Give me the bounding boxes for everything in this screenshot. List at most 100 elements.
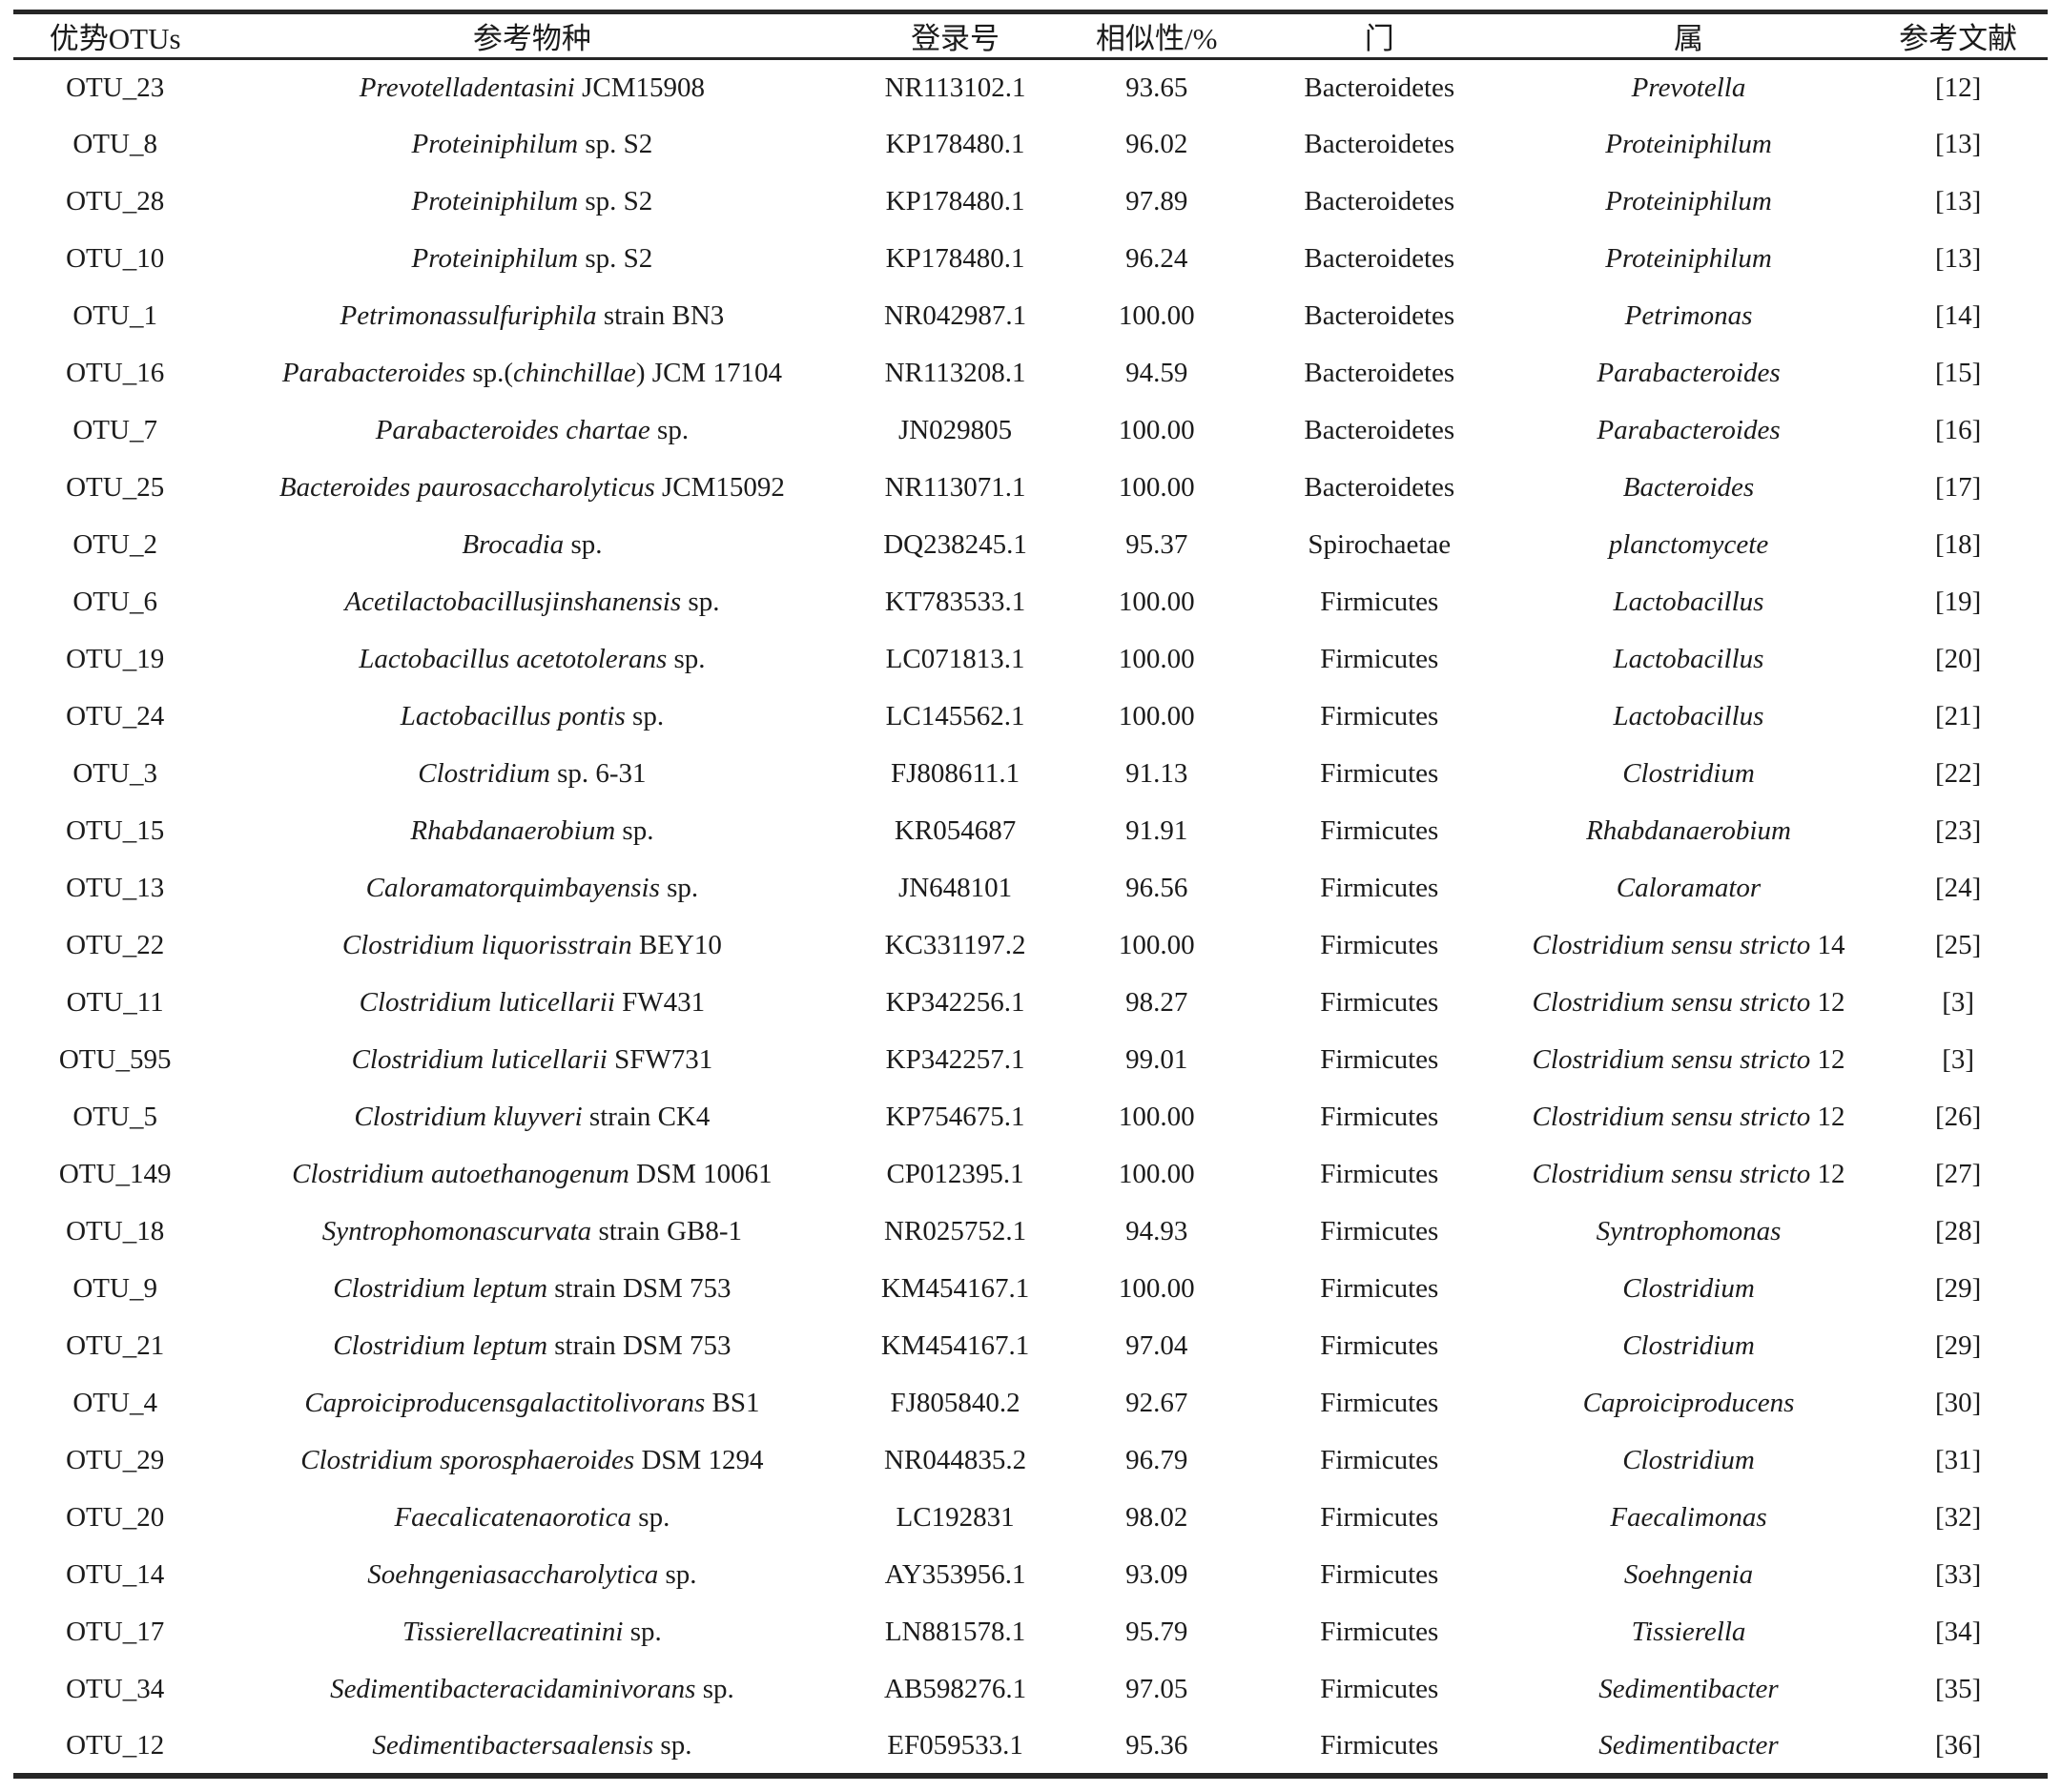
cell-reference: [32] xyxy=(1934,1502,1982,1533)
cell-otu: OTU_29 xyxy=(66,1445,165,1475)
cell-otu: OTU_11 xyxy=(66,987,164,1018)
cell-accession: KR054687 xyxy=(894,815,1017,846)
cell-accession: KM454167.1 xyxy=(880,1273,1030,1304)
cell-accession: NR042987.1 xyxy=(884,300,1027,331)
cell-otu: OTU_19 xyxy=(66,644,165,674)
table-row: OTU_9 Clostridium leptum strain DSM 753 KM… xyxy=(13,1261,2048,1318)
cell-accession: CP012395.1 xyxy=(886,1159,1024,1189)
table-row: OTU_12 Sedimentibactersaalensis sp. EF0595… xyxy=(13,1719,2048,1776)
cell-similarity: 99.01 xyxy=(1125,1044,1188,1075)
cell-similarity: 95.36 xyxy=(1125,1729,1188,1761)
cell-accession: KP178480.1 xyxy=(885,129,1025,159)
cell-genus: Clostridium xyxy=(1622,1330,1755,1361)
cell-similarity: 100.00 xyxy=(1118,415,1195,445)
cell-similarity: 100.00 xyxy=(1118,644,1195,674)
cell-genus: Petrimonas xyxy=(1624,300,1753,331)
cell-genus: Clostridium xyxy=(1622,1273,1755,1304)
cell-phylum: Firmicutes xyxy=(1320,701,1439,731)
cell-phylum: Firmicutes xyxy=(1320,1102,1439,1132)
cell-reference: [12] xyxy=(1934,72,1982,103)
cell-otu: OTU_12 xyxy=(66,1729,165,1761)
table-row: OTU_20 Faecalicatenaorotica sp. LC192831 98… xyxy=(13,1490,2048,1547)
cell-phylum: Firmicutes xyxy=(1320,1216,1439,1246)
col-header-genus: 属 xyxy=(1674,22,1703,55)
col-header-dominant-otus: 优势OTUs xyxy=(49,22,181,55)
cell-similarity: 96.56 xyxy=(1125,873,1188,903)
col-header-phylum: 门 xyxy=(1364,22,1394,55)
cell-otu: OTU_6 xyxy=(72,587,157,617)
cell-accession: LC071813.1 xyxy=(885,644,1025,674)
cell-species: Tissierellacreatinini sp. xyxy=(402,1617,662,1647)
cell-similarity: 100.00 xyxy=(1118,1273,1195,1304)
table-row: OTU_18 Syntrophomonascurvata strain GB8-1… xyxy=(13,1204,2048,1261)
cell-genus: Parabacteroides xyxy=(1597,415,1781,445)
cell-similarity: 98.27 xyxy=(1125,987,1188,1018)
cell-accession: KP178480.1 xyxy=(885,186,1025,216)
cell-reference: [20] xyxy=(1934,644,1982,674)
cell-genus: Sedimentibacter xyxy=(1598,1674,1779,1704)
cell-accession: AB598276.1 xyxy=(884,1674,1027,1704)
cell-phylum: Firmicutes xyxy=(1320,1159,1439,1189)
header-row: 优势OTUs 参考物种 登录号 相似性/% 门 属 参考文献 xyxy=(13,12,2048,59)
cell-accession: NR113102.1 xyxy=(884,72,1026,103)
cell-otu: OTU_15 xyxy=(66,815,165,846)
cell-similarity: 91.13 xyxy=(1125,758,1188,789)
cell-otu: OTU_7 xyxy=(72,415,157,445)
cell-otu: OTU_1 xyxy=(72,300,157,331)
cell-species: Syntrophomonascurvata strain GB8-1 xyxy=(321,1216,743,1246)
cell-genus: Clostridium sensu stricto 12 xyxy=(1532,1159,1845,1189)
cell-accession: JN029805 xyxy=(897,415,1013,445)
cell-genus: planctomycete xyxy=(1608,529,1769,560)
cell-species: Proteiniphilum sp. S2 xyxy=(411,243,653,274)
cell-reference: [35] xyxy=(1934,1674,1982,1704)
table-row: OTU_10 Proteiniphilum sp. S2 KP178480.1 96.… xyxy=(13,231,2048,288)
cell-similarity: 92.67 xyxy=(1125,1388,1188,1418)
cell-reference: [16] xyxy=(1934,415,1982,445)
cell-reference: [19] xyxy=(1934,587,1982,617)
cell-phylum: Firmicutes xyxy=(1320,1044,1439,1075)
cell-similarity: 100.00 xyxy=(1118,1102,1195,1132)
cell-accession: KP754675.1 xyxy=(885,1102,1025,1132)
table-row: OTU_1 Petrimonassulfuriphila strain BN3 NR… xyxy=(13,288,2048,345)
cell-phylum: Bacteroidetes xyxy=(1304,129,1455,159)
cell-phylum: Firmicutes xyxy=(1320,1445,1439,1475)
cell-phylum: Firmicutes xyxy=(1320,873,1439,903)
cell-accession: FJ808611.1 xyxy=(891,758,1020,789)
cell-genus: Proteiniphilum xyxy=(1605,129,1772,159)
cell-phylum: Firmicutes xyxy=(1320,1330,1439,1361)
cell-accession: LN881578.1 xyxy=(884,1617,1026,1647)
cell-accession: JN648101 xyxy=(897,873,1013,903)
cell-similarity: 100.00 xyxy=(1118,930,1195,960)
cell-reference: [26] xyxy=(1934,1102,1982,1132)
cell-phylum: Bacteroidetes xyxy=(1304,358,1455,388)
cell-accession: NR113208.1 xyxy=(884,358,1026,388)
cell-reference: [29] xyxy=(1934,1273,1982,1304)
cell-species: Clostridium autoethanogenum DSM 10061 xyxy=(292,1159,773,1189)
cell-phylum: Firmicutes xyxy=(1320,1273,1439,1304)
table-row: OTU_5 Clostridium kluyveri strain CK4 KP75… xyxy=(13,1089,2048,1146)
cell-species: Bacteroides paurosaccharolyticus JCM1509… xyxy=(278,472,785,503)
cell-phylum: Bacteroidetes xyxy=(1304,472,1455,503)
table-row: OTU_29 Clostridium sporosphaeroides DSM 1… xyxy=(13,1432,2048,1490)
cell-reference: [29] xyxy=(1934,1330,1982,1361)
cell-accession: LC192831 xyxy=(896,1502,1015,1533)
cell-accession: KP178480.1 xyxy=(885,243,1025,274)
cell-genus: Prevotella xyxy=(1631,72,1746,103)
cell-similarity: 96.79 xyxy=(1125,1445,1188,1475)
cell-otu: OTU_14 xyxy=(66,1559,165,1590)
cell-reference: [15] xyxy=(1934,358,1982,388)
cell-otu: OTU_2 xyxy=(72,529,157,560)
cell-reference: [3] xyxy=(1942,1044,1975,1075)
table-row: OTU_25 Bacteroides paurosaccharolyticus J… xyxy=(13,460,2048,517)
cell-species: Parabacteroides chartae sp. xyxy=(375,415,690,445)
cell-accession: AY353956.1 xyxy=(884,1559,1026,1590)
table-row: OTU_17 Tissierellacreatinini sp. LN881578.… xyxy=(13,1604,2048,1661)
cell-similarity: 93.09 xyxy=(1125,1559,1188,1590)
cell-species: Proteiniphilum sp. S2 xyxy=(411,186,653,216)
cell-phylum: Firmicutes xyxy=(1320,1674,1439,1704)
cell-reference: [27] xyxy=(1934,1159,1982,1189)
cell-similarity: 93.65 xyxy=(1125,72,1188,103)
cell-similarity: 95.37 xyxy=(1125,529,1188,560)
cell-otu: OTU_13 xyxy=(66,873,165,903)
